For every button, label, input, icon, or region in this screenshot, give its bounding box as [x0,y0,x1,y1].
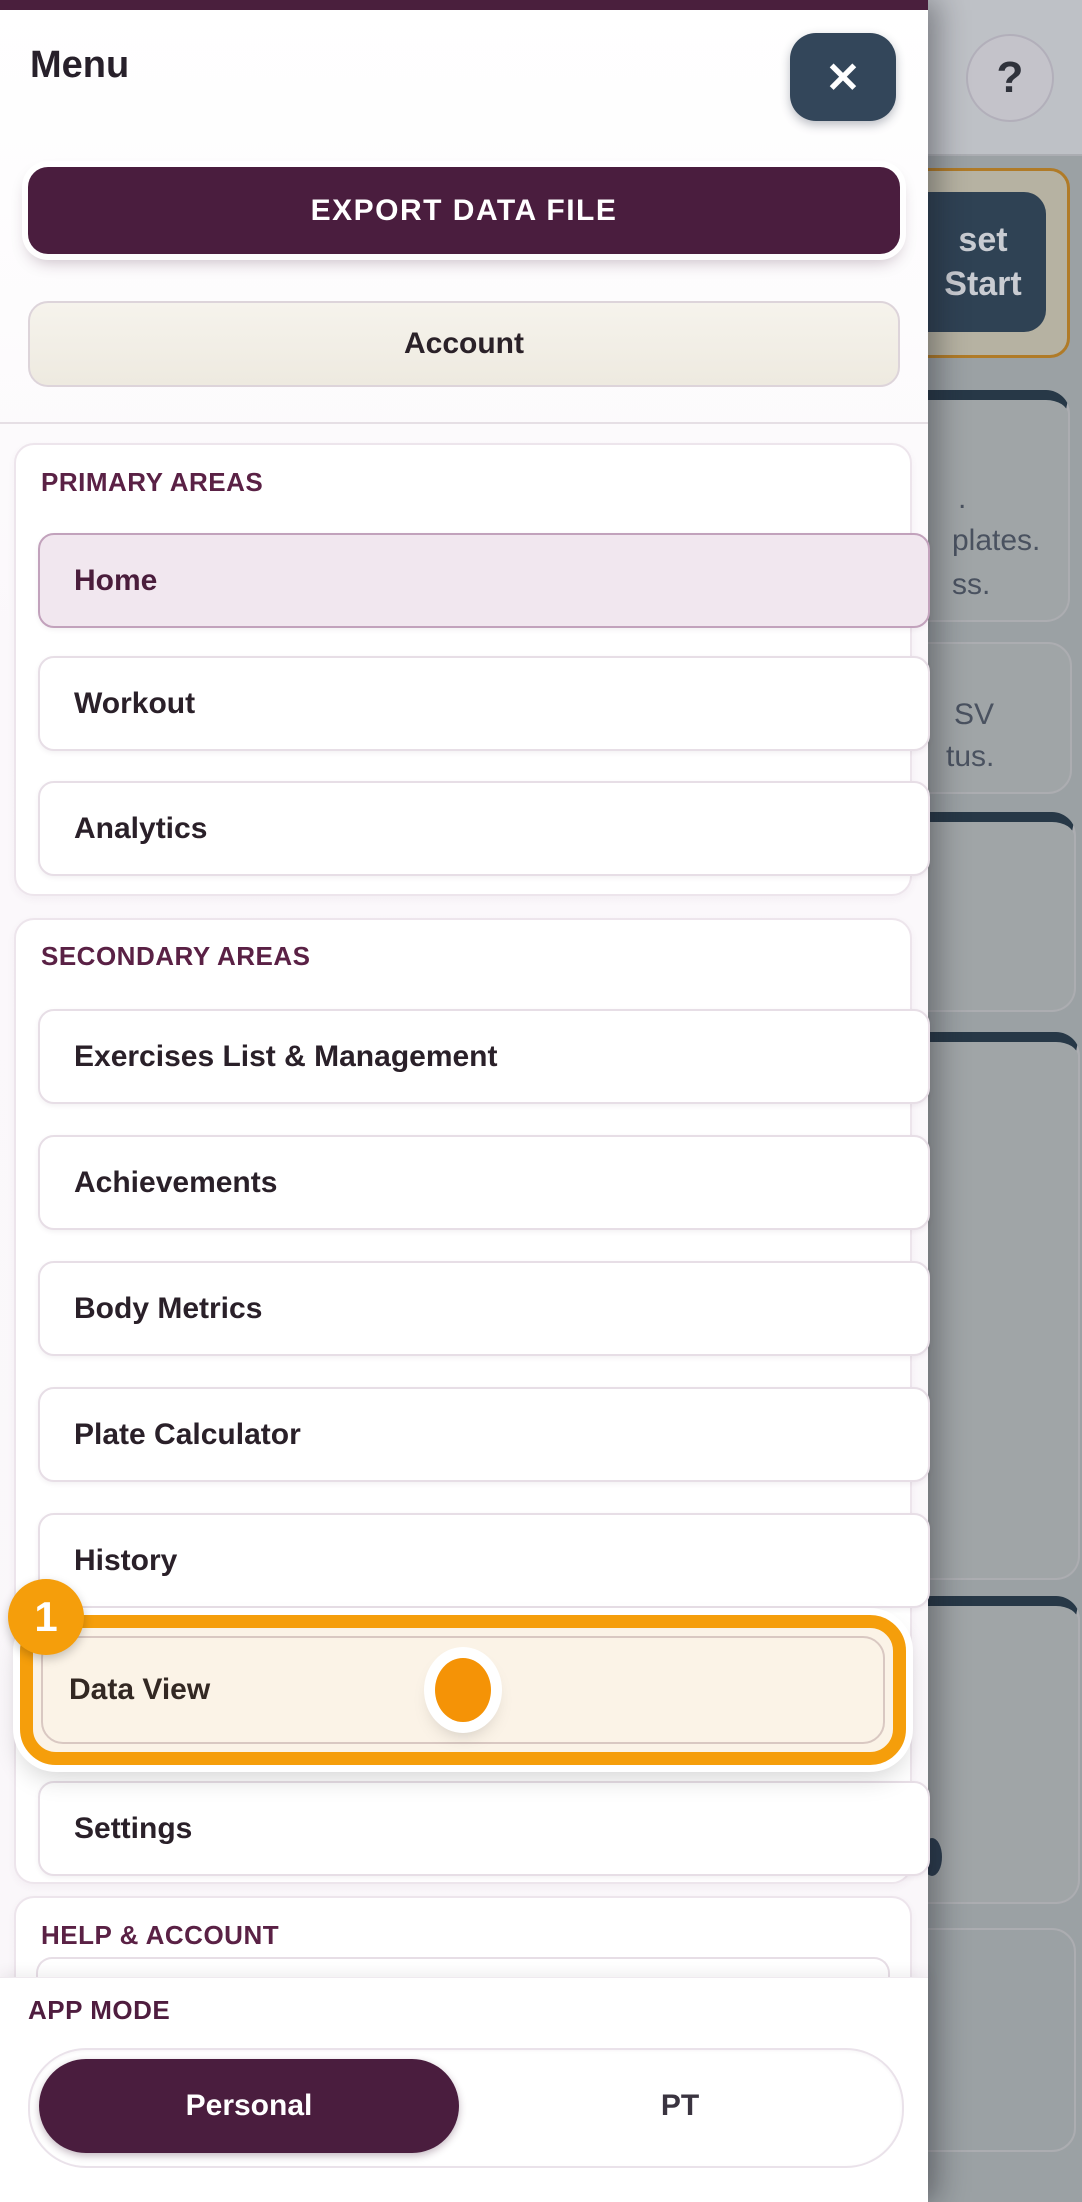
export-data-file-button[interactable]: EXPORT DATA FILE [28,167,900,254]
background-text-fragment: ss. [952,568,991,601]
account-button[interactable]: Account [28,301,900,387]
background-text-fragment: tus. [946,740,995,773]
menu-item-workout[interactable]: Workout [38,656,930,751]
reset-start-line2: Start [944,265,1022,303]
menu-item-exercises-list[interactable]: Exercises List & Management [38,1009,930,1104]
help-button[interactable]: ? [966,34,1054,122]
secondary-areas-label: SECONDARY AREAS [41,941,311,971]
help-account-label: HELP & ACCOUNT [41,1920,280,1950]
step-badge: 1 [8,1579,84,1655]
menu-item-settings[interactable]: Settings [38,1781,930,1876]
question-mark-icon: ? [996,53,1024,102]
background-text-fragment: plates. [952,524,1041,557]
menu-item-body-metrics[interactable]: Body Metrics [38,1261,930,1356]
close-menu-button[interactable]: ✕ [790,33,896,121]
menu-item-data-view[interactable]: Data View [41,1636,885,1744]
menu-title: Menu [30,44,130,86]
app-mode-option-personal[interactable]: Personal [39,2059,459,2153]
menu-item-data-view-highlight-ring[interactable]: Data View [20,1615,906,1765]
background-text-fragment: . [958,482,967,515]
primary-areas-label: PRIMARY AREAS [41,467,264,497]
app-mode-option-pt[interactable]: PT [660,2089,700,2122]
menu-item-plate-calculator[interactable]: Plate Calculator [38,1387,930,1482]
primary-areas-card: PRIMARY AREAS Home Workout Analytics [14,443,930,896]
app-mode-label: APP MODE [28,1995,171,2025]
close-icon: ✕ [825,53,861,101]
click-indicator-dot [435,1658,491,1722]
menu-item-history[interactable]: History [38,1513,930,1608]
reset-start-line1: set [958,220,1008,259]
background-text-fragment: SV [954,698,995,731]
menu-item-home[interactable]: Home [38,533,930,628]
header-divider [0,422,928,424]
menu-item-achievements[interactable]: Achievements [38,1135,930,1230]
drawer-top-accent-bar [0,0,928,10]
app-mode-footer: APP MODE Personal PT [0,1977,928,2202]
app-mode-toggle[interactable]: Personal PT [28,2048,904,2168]
menu-item-analytics[interactable]: Analytics [38,781,930,876]
